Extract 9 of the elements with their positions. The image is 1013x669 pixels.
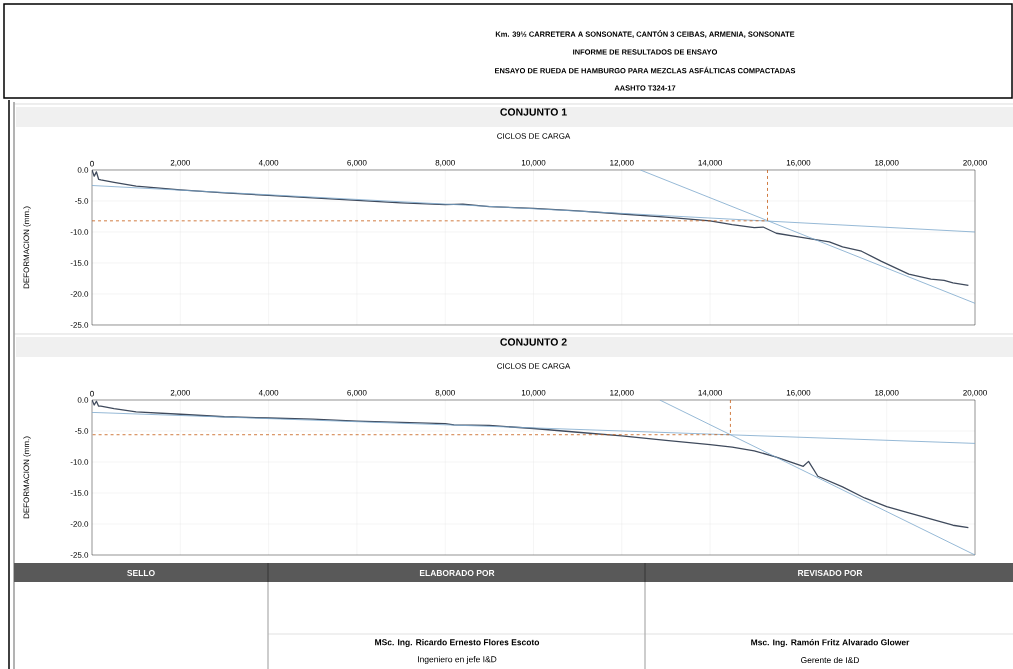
text: SELLO (127, 570, 155, 576)
text: Msc. Ing. Ramón Fritz Alvarado Glower (751, 638, 910, 647)
text: Gerente de I&D (801, 656, 860, 664)
text: MSc. Ing. Ricardo Ernesto Flores Escoto (375, 639, 540, 647)
text: Ingeniero en jefe I&D (418, 656, 497, 664)
text: ELABORADO POR (419, 570, 495, 576)
chart-title: CONJUNTO 2 (500, 338, 567, 346)
text: REVISADO POR (798, 570, 863, 576)
chart-title: CONJUNTO 1 (500, 108, 567, 116)
